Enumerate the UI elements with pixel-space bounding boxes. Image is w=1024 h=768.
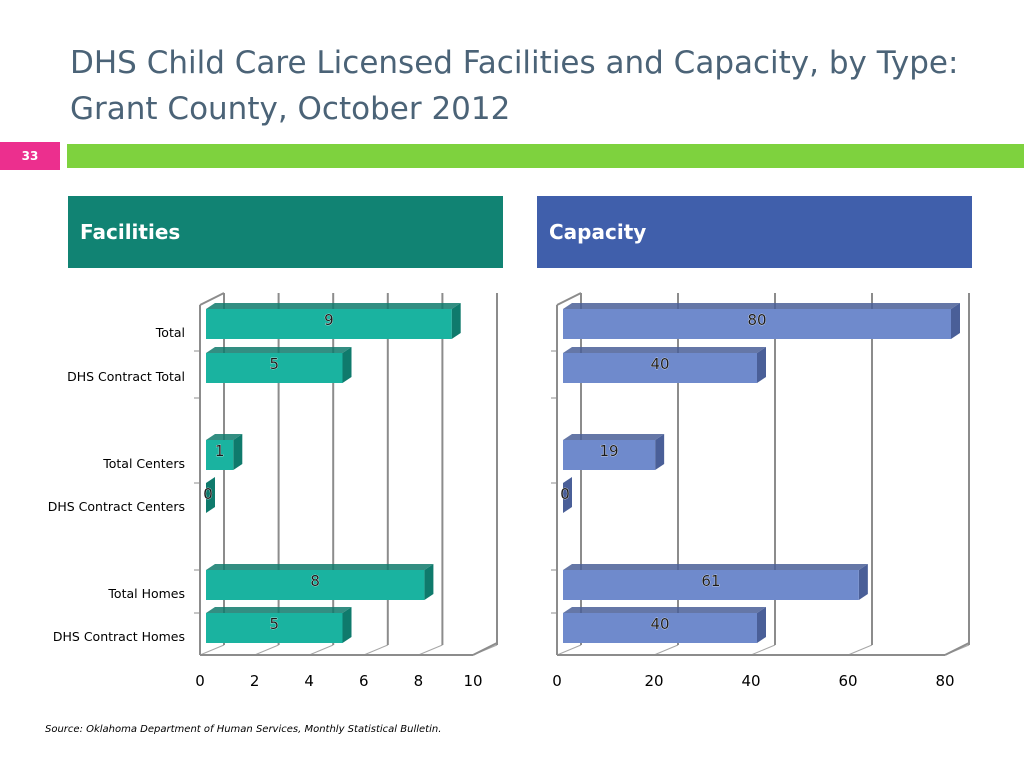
capacity-header-label: Capacity xyxy=(549,220,647,244)
bar-top xyxy=(563,564,868,570)
bar-side xyxy=(563,477,572,513)
data-label: 80 xyxy=(747,311,766,329)
grid-floor-line xyxy=(254,644,279,656)
bar-side xyxy=(206,477,215,513)
grid-floor-line xyxy=(556,644,582,656)
bar-side xyxy=(233,434,243,470)
grid-floor-line xyxy=(847,644,873,656)
x-tick-label: 8 xyxy=(414,672,424,690)
category-label: DHS Contract Centers xyxy=(48,499,185,514)
bar-top xyxy=(206,607,352,613)
category-label: DHS Contract Total xyxy=(67,369,185,384)
x-tick-label: 40 xyxy=(741,672,760,690)
bar-side xyxy=(451,303,461,339)
bar-side xyxy=(951,303,960,339)
bar-side xyxy=(858,564,868,600)
bar-side xyxy=(757,607,766,643)
bar-side xyxy=(655,434,665,470)
grid-floor-line xyxy=(653,644,679,656)
grid-floor-line xyxy=(418,644,443,656)
x-axis-end xyxy=(472,642,498,656)
bar-top xyxy=(563,303,960,309)
x-tick-label: 80 xyxy=(935,672,954,690)
data-label: 40 xyxy=(650,615,669,633)
source-note: Source: Oklahoma Department of Human Ser… xyxy=(45,724,442,735)
data-label: 5 xyxy=(269,615,279,633)
bar xyxy=(563,309,951,339)
bar xyxy=(563,613,757,643)
grid-floor-line xyxy=(363,644,388,656)
category-label: Total xyxy=(155,325,185,340)
bar-top xyxy=(206,303,461,309)
bar-side xyxy=(342,347,352,383)
bar-top xyxy=(206,564,434,570)
data-label: 9 xyxy=(324,311,334,329)
bar xyxy=(206,309,452,339)
facilities-header-label: Facilities xyxy=(80,220,181,244)
data-label: 61 xyxy=(701,572,720,590)
data-label: 19 xyxy=(600,442,619,460)
slide-number: 33 xyxy=(0,142,60,170)
bar xyxy=(206,353,343,383)
x-tick-label: 10 xyxy=(463,672,482,690)
facilities-header: Facilities xyxy=(68,196,503,268)
x-tick-label: 20 xyxy=(644,672,663,690)
x-tick-label: 0 xyxy=(552,672,562,690)
bar-side xyxy=(342,607,352,643)
grid-floor-line xyxy=(750,644,776,656)
bar-side xyxy=(424,564,434,600)
data-label: 0 xyxy=(203,485,213,503)
bar xyxy=(206,613,343,643)
bar-top xyxy=(563,434,665,440)
left-axis-top xyxy=(199,292,225,306)
bar-top xyxy=(563,347,766,353)
data-label: 40 xyxy=(650,355,669,373)
grid-floor-line xyxy=(309,644,334,656)
x-axis-end xyxy=(944,642,970,656)
data-label: 5 xyxy=(269,355,279,373)
left-axis-top xyxy=(556,292,582,306)
category-label: Total Homes xyxy=(107,586,185,601)
page-title: DHS Child Care Licensed Facilities and C… xyxy=(70,45,959,127)
category-label: Total Centers xyxy=(102,456,185,471)
x-tick-label: 60 xyxy=(838,672,857,690)
category-label: DHS Contract Homes xyxy=(53,629,185,644)
bar xyxy=(563,440,656,470)
x-tick-label: 0 xyxy=(195,672,205,690)
bar-top xyxy=(206,434,243,440)
x-tick-label: 4 xyxy=(304,672,314,690)
x-tick-label: 2 xyxy=(250,672,260,690)
bar xyxy=(563,353,757,383)
accent-bar xyxy=(67,144,1024,168)
data-label: 1 xyxy=(215,442,225,460)
bar xyxy=(206,570,425,600)
bar xyxy=(563,570,859,600)
bar xyxy=(206,440,234,470)
bar-top xyxy=(563,607,766,613)
grid-floor-line xyxy=(199,644,225,656)
x-tick-label: 6 xyxy=(359,672,369,690)
data-label: 0 xyxy=(560,485,570,503)
bar-side xyxy=(757,347,766,383)
data-label: 8 xyxy=(310,572,320,590)
capacity-header: Capacity xyxy=(537,196,972,268)
bar-top xyxy=(206,347,352,353)
